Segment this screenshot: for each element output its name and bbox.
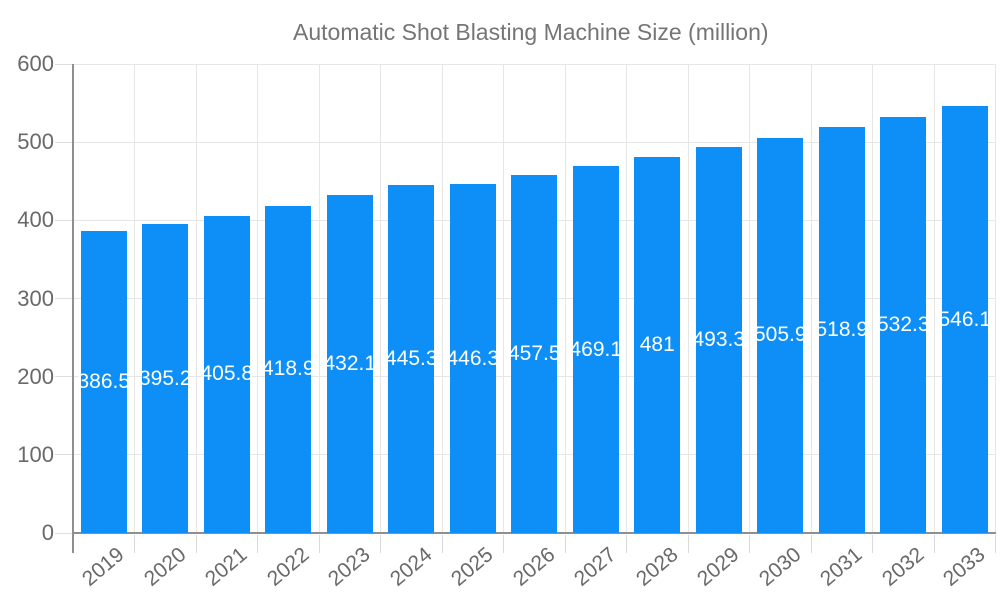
y-axis-tick	[55, 219, 73, 221]
bar-2025	[449, 184, 496, 533]
x-axis-tick-label: 2023	[323, 543, 375, 591]
y-axis-tick	[55, 141, 73, 143]
x-gridline	[687, 64, 689, 533]
legend-label: Automatic Shot Blasting Machine Size (mi…	[293, 19, 769, 45]
x-gridline	[503, 64, 504, 533]
x-axis-tick-label: 2032	[877, 543, 929, 591]
x-axis-tick-label: 2020	[139, 543, 191, 591]
x-axis-tick-label: 2027	[569, 543, 621, 591]
bar-2019	[80, 230, 127, 533]
legend-swatch-icon	[200, 19, 272, 46]
y-axis-tick	[55, 454, 73, 456]
bar-2023	[326, 195, 373, 533]
x-gridline	[441, 64, 443, 533]
y-axis-tick	[55, 532, 73, 534]
x-axis-tick	[441, 535, 443, 553]
bar-2033	[941, 106, 988, 533]
x-axis-tick	[626, 535, 627, 553]
bar-value-label: 469.1	[569, 337, 623, 361]
x-axis-tick	[995, 535, 996, 553]
bar-value-label: 481	[639, 333, 675, 356]
y-axis-tick-label: 100	[17, 441, 54, 467]
y-axis-tick-label: 200	[17, 363, 54, 389]
x-axis-tick-label: 2028	[631, 543, 683, 591]
x-axis-tick-label: 2030	[754, 543, 806, 591]
x-axis-tick	[503, 535, 504, 553]
bar-2030	[757, 137, 804, 533]
x-axis-tick-label: 2025	[446, 543, 498, 591]
x-gridline	[872, 64, 873, 533]
y-axis-tick-label: 300	[17, 285, 54, 311]
bar-value-label: 546.1	[938, 307, 992, 331]
bar-value-label: 457.5	[507, 342, 561, 366]
bar-value-label: 445.3	[384, 346, 438, 370]
bar-value-label: 446.3	[446, 346, 500, 370]
x-axis-tick	[195, 535, 197, 553]
x-axis-tick-label: 2026	[508, 543, 560, 591]
x-axis-tick	[687, 535, 689, 553]
x-gridline	[380, 64, 381, 533]
x-axis-tick	[810, 535, 812, 553]
x-axis-tick-label: 2033	[938, 543, 990, 591]
x-axis-tick-label: 2029	[692, 543, 744, 591]
bar-value-label: 532.3	[876, 312, 930, 336]
x-gridline	[933, 64, 935, 533]
x-axis-tick-label: 2019	[77, 543, 129, 591]
x-axis-tick	[933, 535, 935, 553]
bar-value-label: 418.9	[261, 357, 315, 381]
y-axis-tick-label: 600	[17, 51, 54, 76]
x-gridline	[749, 64, 750, 533]
y-gridline	[73, 141, 996, 143]
x-axis-tick-label: 2021	[200, 543, 252, 591]
bar-value-label: 432.1	[323, 352, 377, 376]
x-gridline	[257, 64, 258, 533]
x-gridline	[810, 64, 812, 533]
bar-2020	[142, 224, 189, 533]
y-axis-line	[72, 64, 74, 553]
bar-2027	[572, 166, 619, 533]
x-gridline	[318, 64, 320, 533]
y-axis-tick	[55, 298, 73, 299]
x-gridline	[195, 64, 197, 533]
x-gridline	[995, 64, 996, 533]
x-axis-tick	[380, 535, 381, 553]
bar-2024	[388, 184, 435, 533]
bar-2031	[818, 127, 865, 533]
bar-2022	[265, 205, 312, 533]
x-axis-tick-label: 2022	[262, 543, 314, 591]
y-axis-tick	[55, 63, 73, 65]
x-axis-tick	[318, 535, 320, 553]
bar-value-label: 386.5	[77, 369, 131, 393]
x-axis-tick	[257, 535, 258, 553]
bar-2028	[634, 157, 681, 533]
bar-value-label: 405.8	[200, 362, 254, 386]
x-axis-tick	[134, 535, 135, 553]
x-axis-tick-label: 2031	[815, 543, 867, 591]
bar-2021	[203, 215, 250, 533]
bar-2032	[880, 116, 927, 533]
x-axis-line	[73, 532, 996, 534]
legend[interactable]: Automatic Shot Blasting Machine Size (mi…	[200, 19, 769, 46]
x-axis-tick	[872, 535, 873, 553]
bar-value-label: 493.3	[692, 328, 746, 352]
x-gridline	[564, 64, 566, 533]
y-axis-tick-label: 0	[41, 520, 54, 545]
x-gridline	[134, 64, 135, 533]
bar-value-label: 518.9	[815, 318, 869, 342]
x-axis-tick	[564, 535, 566, 553]
y-axis-tick-label: 500	[17, 129, 54, 155]
x-gridline	[626, 64, 627, 533]
bar-2029	[695, 147, 742, 533]
x-axis-tick-label: 2024	[385, 543, 437, 591]
bar-value-label: 505.9	[753, 323, 807, 347]
bar-2026	[511, 175, 558, 533]
y-gridline	[73, 63, 996, 65]
y-axis-tick	[55, 376, 73, 378]
bar-value-label: 395.2	[138, 366, 192, 390]
y-axis-tick-label: 400	[17, 207, 54, 233]
x-axis-tick	[749, 535, 750, 553]
